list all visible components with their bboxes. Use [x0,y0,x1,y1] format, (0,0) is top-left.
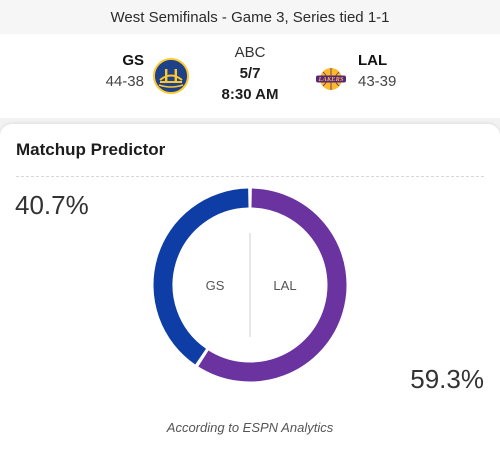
gs-win-probability: 40.7% [15,190,89,220]
divider [16,176,484,177]
gs-probability-arc [153,188,249,365]
warriors-logo-icon[interactable] [153,58,189,94]
svg-text:LAKERS: LAKERS [318,76,344,83]
series-status-bar: West Semifinals - Game 3, Series tied 1-… [0,0,500,35]
gs-inner-label: GS [206,278,225,293]
series-status-text: West Semifinals - Game 3, Series tied 1-… [110,8,390,26]
home-team-abbr: LAL [358,52,388,69]
lal-probability-arc [198,188,347,382]
matchup-predictor-card: Matchup Predictor 40.7% GS LAL 59.3% Acc… [0,124,500,454]
game-header[interactable]: GS 44-38 ABC 5/7 8:30 AM LAKERS LAL 43-3 [0,34,500,118]
game-time: 8:30 AM [221,86,279,103]
tv-network: ABC [234,44,266,61]
game-date: 5/7 [239,65,261,82]
away-team-record: 44-38 [105,73,144,90]
game-info: ABC 5/7 8:30 AM [200,44,300,103]
lal-win-probability: 59.3% [410,364,484,394]
home-team-record: 43-39 [358,73,397,90]
win-probability-donut-chart: GS LAL [153,188,347,382]
lal-inner-label: LAL [273,278,296,293]
away-team[interactable]: GS 44-38 [100,52,144,90]
lakers-logo-icon[interactable]: LAKERS [314,62,348,96]
analytics-footnote: According to ESPN Analytics [166,420,334,435]
away-team-abbr: GS [122,52,144,69]
home-team[interactable]: LAL 43-39 [358,52,418,90]
card-title: Matchup Predictor [16,140,166,159]
